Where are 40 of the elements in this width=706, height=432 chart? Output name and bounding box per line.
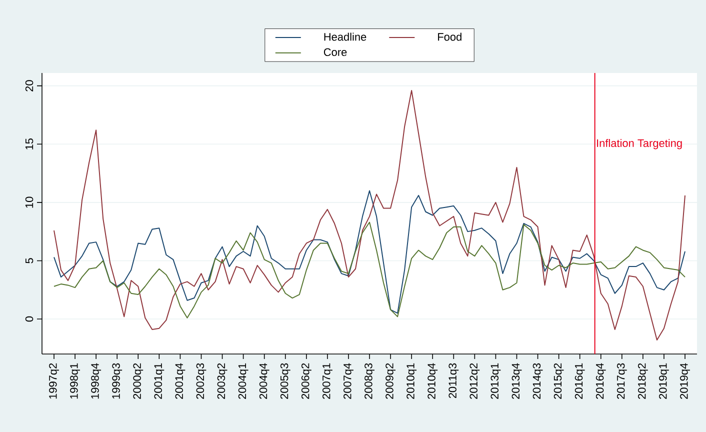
y-tick-label: 0 bbox=[25, 316, 34, 322]
x-tick-label: 2004q1 bbox=[238, 363, 248, 399]
x-tick-label: 2019q1 bbox=[659, 363, 669, 399]
x-tick-label: 2013q1 bbox=[490, 363, 501, 399]
x-tick-label: 2013q4 bbox=[512, 363, 522, 399]
x-tick-label: 2012q2 bbox=[470, 363, 480, 399]
x-tick-label: 2007q4 bbox=[344, 363, 354, 399]
x-tick-label: 2019q4 bbox=[680, 363, 690, 399]
x-tick-label: 2006q2 bbox=[301, 363, 312, 399]
x-tick-label: 2001q1 bbox=[154, 363, 164, 399]
x-tick-label: 1998q4 bbox=[91, 363, 102, 399]
y-tick-label: 20 bbox=[25, 80, 34, 92]
x-tick-label: 2017q3 bbox=[616, 363, 627, 399]
x-tick-label: 1999q3 bbox=[112, 363, 122, 399]
x-tick-label: 2018q2 bbox=[638, 363, 648, 399]
x-tick-label: 2016q1 bbox=[574, 363, 585, 399]
x-tick-label: 2004q4 bbox=[259, 363, 270, 399]
x-tick-label: 2005q3 bbox=[280, 363, 290, 399]
legend-label: Core bbox=[324, 48, 347, 56]
x-tick-label: 2009q2 bbox=[386, 363, 396, 399]
x-tick-label: 2010q1 bbox=[406, 363, 417, 399]
x-tick-label: 2007q1 bbox=[322, 363, 332, 399]
x-tick-label: 2002q3 bbox=[196, 363, 206, 399]
x-tick-label: 2000q2 bbox=[133, 363, 144, 399]
x-tick-label: 2014q3 bbox=[532, 363, 543, 399]
x-tick-label: 1998q1 bbox=[70, 363, 80, 399]
x-tick-label: 2001q4 bbox=[175, 363, 186, 399]
x-tick-label: 2011q3 bbox=[448, 363, 459, 398]
x-tick-label: 2008q3 bbox=[364, 363, 374, 399]
x-tick-label: 2003q2 bbox=[217, 363, 228, 399]
legend-label: Headline bbox=[324, 32, 366, 41]
x-tick-label: 2010q4 bbox=[428, 363, 438, 399]
y-tick-label: 10 bbox=[25, 196, 34, 208]
legend-label: Food bbox=[438, 32, 462, 41]
x-tick-label: 2015q2 bbox=[554, 363, 564, 399]
x-tick-label: 1997q2 bbox=[49, 363, 59, 399]
y-tick-label: 15 bbox=[26, 138, 34, 150]
annotation: Inflation Targeting bbox=[597, 138, 682, 150]
x-tick-label: 2016q4 bbox=[596, 363, 606, 399]
y-tick-label: 5 bbox=[26, 258, 34, 264]
